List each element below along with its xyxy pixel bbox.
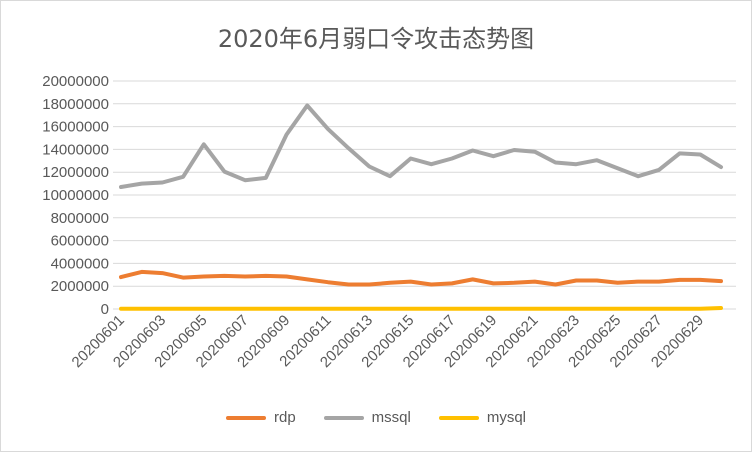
y-axis-ticks: 0 2000000 4000000 6000000 8000000 10000000 120… <box>42 73 109 318</box>
legend-label: rdp <box>273 409 296 426</box>
gridlines <box>113 80 736 310</box>
y-tick-label: 16000000 <box>42 119 109 136</box>
y-tick-label: 0 <box>101 301 109 318</box>
legend-item-rdp: rdp <box>225 409 296 426</box>
legend-label: mssql <box>371 409 411 426</box>
y-tick-label: 20000000 <box>42 73 109 90</box>
legend-swatch <box>323 415 364 420</box>
series-line-mysql <box>119 306 723 311</box>
y-tick-label: 4000000 <box>51 255 109 272</box>
legend-item-mssql: mssql <box>323 409 411 426</box>
legend-label: mysql <box>486 409 527 426</box>
chart-title: 2020年6月弱口令攻击态势图 <box>217 25 535 53</box>
y-tick-label: 2000000 <box>51 278 109 295</box>
x-axis-ticks: 2020060120200603202006052020060720200609… <box>69 312 708 371</box>
legend-swatch <box>225 415 266 420</box>
legend: rdp mssql mysql <box>1 409 751 426</box>
series-line-rdp <box>119 269 723 287</box>
y-tick-label: 8000000 <box>51 210 109 227</box>
y-tick-label: 6000000 <box>51 233 109 250</box>
y-tick-label: 12000000 <box>42 164 109 181</box>
series-lines <box>119 103 723 311</box>
legend-item-mysql: mysql <box>438 409 527 426</box>
y-tick-label: 18000000 <box>42 96 109 113</box>
series-line-mssql <box>119 103 723 189</box>
y-tick-label: 14000000 <box>42 141 109 158</box>
y-tick-label: 10000000 <box>42 187 109 204</box>
legend-swatch <box>438 415 479 420</box>
